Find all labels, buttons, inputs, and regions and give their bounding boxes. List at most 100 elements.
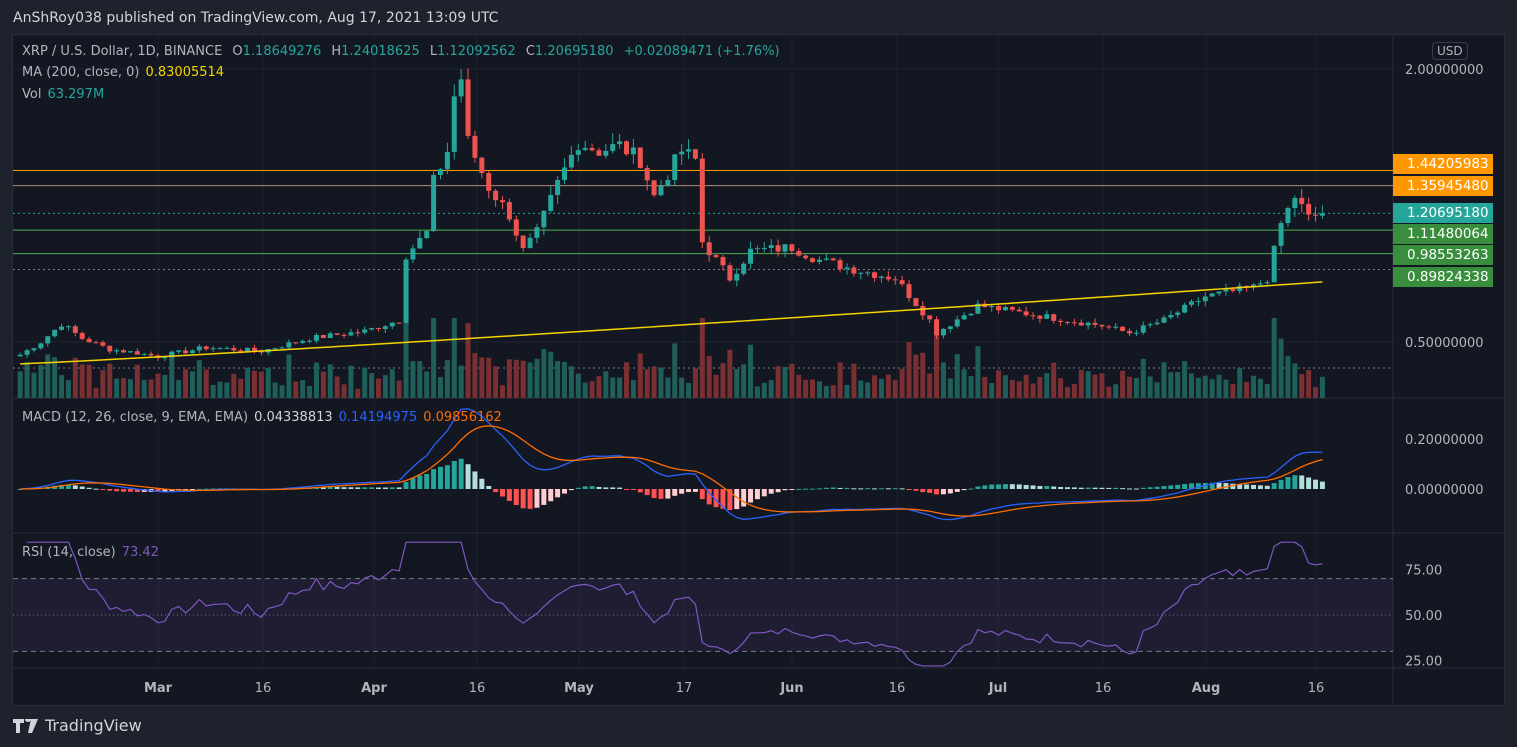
volume-bar [114,378,120,398]
ma-legend[interactable]: MA (200, close, 0) 0.83005514 [22,65,230,80]
macd-histogram-bar [562,489,568,494]
volume-bar [238,378,244,398]
volume-bar [293,381,299,398]
volume-bar [203,369,209,398]
candle-body [196,346,202,351]
macd-histogram-bar [610,487,616,489]
macd-histogram-bar [885,488,891,490]
volume-bar [93,387,99,398]
macd-line [20,408,1323,521]
candle-body [59,326,65,330]
macd-histogram-bar [637,489,643,493]
candle-body [451,96,457,152]
macd-histogram-bar [865,488,871,490]
rsi-tick: 25.00 [1405,655,1442,670]
volume-bar [734,368,740,398]
volume-bar [796,374,802,398]
vol-legend[interactable]: Vol 63.297M [22,87,110,102]
macd-histogram-bar [644,489,650,496]
time-axis-label: Apr [361,681,387,696]
volume-bar [692,368,698,398]
rsi-legend[interactable]: RSI (14, close) 73.42 [22,545,165,560]
macd-histogram-bar [706,489,712,505]
ma-value: 0.83005514 [145,65,225,80]
volume-bar [775,366,781,398]
volume-bar [954,354,960,398]
volume-bar [458,365,464,398]
volume-bar [320,371,326,398]
volume-bar [24,362,30,398]
candle-body [1202,296,1208,302]
volume-bar [610,377,616,398]
candle-body [444,151,450,170]
candle-body [754,248,760,250]
macd-histogram-bar [114,489,120,492]
volume-bar [1126,376,1132,398]
candle-body [327,333,333,339]
candle-body [279,347,285,349]
volume-bar [920,352,926,398]
candle-body [968,313,974,316]
volume-bar [1251,375,1257,398]
macd-histogram-bar [720,489,726,509]
volume-bar [603,371,609,398]
macd-histogram-bar [1078,487,1084,489]
volume-bar [1189,373,1194,398]
macd-histogram-bar [348,487,354,489]
macd-histogram-bar [568,489,574,491]
candle-body [920,306,926,316]
macd-histogram-bar [789,489,795,490]
macd-label: MACD (12, 26, close, 9, EMA, EMA) [22,410,249,425]
macd-histogram-bar [1237,483,1243,489]
volume-bar [1085,371,1091,398]
candle-body [1292,197,1298,209]
volume-bar [630,380,636,398]
macd-histogram-bar [382,487,388,489]
volume-bar [31,372,37,398]
volume-bar [1044,373,1050,398]
candle-body [389,322,395,327]
volume-bar [1030,383,1036,398]
time-axis-label: May [564,681,594,696]
price-tag: 0.98553263 [1393,245,1493,265]
chart-frame[interactable] [12,34,1505,706]
currency-button[interactable]: USD [1432,42,1468,60]
candle-body [79,332,85,339]
macd-histogram-bar [548,489,554,502]
volume-bar [996,370,1002,398]
volume-bar [748,344,754,398]
macd-histogram-bar [1223,483,1229,489]
candle-body [410,248,416,260]
candle-body [865,272,871,274]
volume-bar [906,342,912,398]
macd-histogram-bar [968,488,974,490]
candle-body [348,332,354,336]
candle-body [217,348,223,350]
volume-bar [1002,375,1008,398]
candle-body [1030,315,1036,317]
volume-bar [644,369,650,398]
candle-body [603,150,609,156]
tradingview-logo[interactable]: TradingView [13,716,142,735]
macd-legend[interactable]: MACD (12, 26, close, 9, EMA, EMA) 0.04338… [22,410,508,425]
candle-body [830,258,836,261]
candle-body [575,150,581,155]
candle-body [1168,314,1174,318]
volume-bar [341,384,347,398]
volume-bar [803,379,809,398]
candle-body [369,327,375,330]
macd-histogram-bar [1168,485,1174,489]
candle-body [107,345,113,352]
volume-bar [589,381,595,398]
macd-histogram-bar [741,489,747,507]
candle-body [1264,282,1270,284]
volume-bar [1271,318,1277,398]
volume-bar [465,323,471,398]
volume-bar [892,379,898,398]
volume-bar [520,360,526,398]
macd-histogram-bar [679,489,685,494]
candle-body [210,348,216,350]
volume-bar [686,382,692,398]
volume-bar [396,380,402,398]
